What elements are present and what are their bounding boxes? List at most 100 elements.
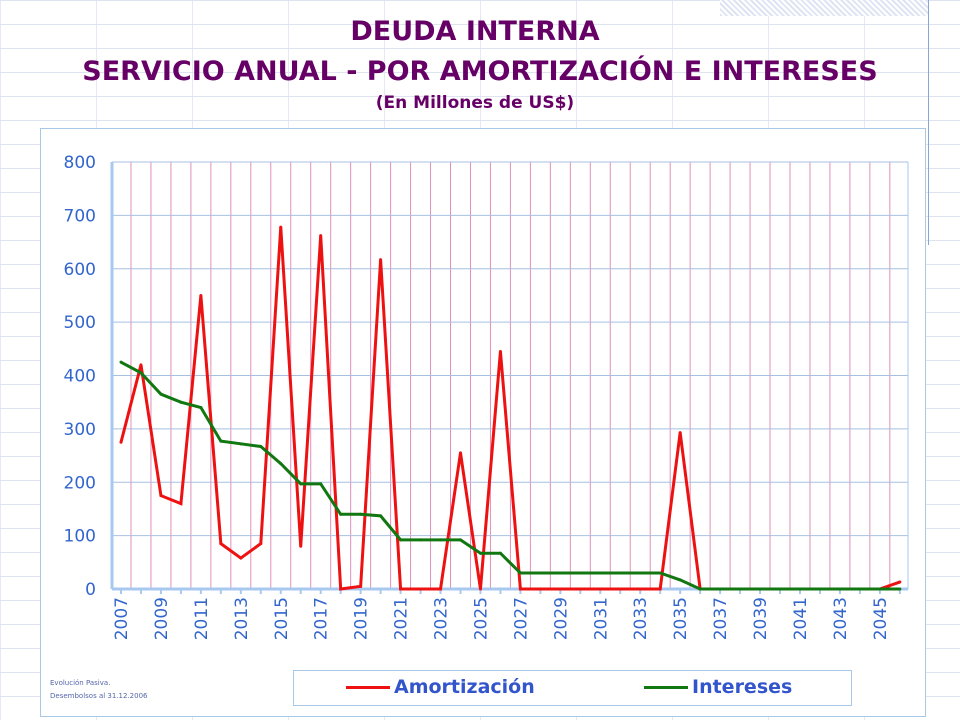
x-tick-label: 2009 xyxy=(152,597,172,640)
data-point xyxy=(159,494,163,498)
decor-hatch xyxy=(720,0,928,16)
footnote: Evolución Pasiva. Desembolsos al 31.12.20… xyxy=(50,677,147,703)
legend-item-intereses: Intereses xyxy=(644,676,792,698)
data-point xyxy=(179,400,183,404)
data-point xyxy=(159,392,163,396)
data-point xyxy=(299,544,303,548)
data-point xyxy=(458,538,462,542)
data-point xyxy=(199,293,203,297)
y-tick-label: 600 xyxy=(64,260,96,280)
data-point xyxy=(478,551,482,555)
data-point xyxy=(838,587,842,591)
x-tick-label: 2025 xyxy=(471,597,491,640)
data-point xyxy=(259,444,263,448)
chart-title: DEUDA INTERNA xyxy=(350,16,600,47)
data-point xyxy=(498,551,502,555)
x-tick-label: 2019 xyxy=(352,597,372,640)
data-point xyxy=(578,587,582,591)
footnote-line1: Evolución Pasiva. xyxy=(50,679,111,687)
x-tick-label: 2041 xyxy=(791,597,811,640)
x-tick-label: 2023 xyxy=(432,597,452,640)
data-point xyxy=(598,571,602,575)
data-point xyxy=(658,587,662,591)
data-point xyxy=(139,363,143,367)
data-point xyxy=(339,512,343,516)
x-tick-label: 2039 xyxy=(751,597,771,640)
data-point xyxy=(279,462,283,466)
data-point xyxy=(578,571,582,575)
data-point xyxy=(738,587,742,591)
data-point xyxy=(878,587,882,591)
chart-subtitle: SERVICIO ANUAL - POR AMORTIZACIÓN E INTE… xyxy=(82,56,878,87)
y-tick-label: 400 xyxy=(64,367,96,387)
legend-label: Amortización xyxy=(394,676,535,698)
unit-note: (En Millones de US$) xyxy=(375,93,575,113)
data-point xyxy=(379,258,383,262)
data-point xyxy=(538,571,542,575)
data-point xyxy=(638,571,642,575)
data-point xyxy=(558,571,562,575)
data-point xyxy=(538,587,542,591)
x-tick-label: 2015 xyxy=(272,597,292,640)
data-point xyxy=(898,587,902,591)
data-point xyxy=(239,556,243,560)
data-point xyxy=(518,587,522,591)
y-tick-label: 100 xyxy=(64,527,96,547)
data-point xyxy=(598,587,602,591)
data-point xyxy=(359,512,363,516)
legend-label: Intereses xyxy=(692,676,793,698)
series-line-intereses xyxy=(120,360,900,591)
legend-item-amortizacion: Amortización xyxy=(346,676,535,698)
y-tick-label: 0 xyxy=(85,580,96,600)
data-point xyxy=(518,571,522,575)
data-point xyxy=(858,587,862,591)
data-point xyxy=(319,234,323,238)
data-point xyxy=(558,587,562,591)
data-point xyxy=(119,440,123,444)
x-tick-label: 2043 xyxy=(831,597,851,640)
data-point xyxy=(618,571,622,575)
legend-swatch xyxy=(346,685,390,689)
data-point xyxy=(458,451,462,455)
data-point xyxy=(658,571,662,575)
x-tick-label: 2017 xyxy=(312,597,332,640)
data-point xyxy=(419,538,423,542)
y-tick-label: 300 xyxy=(64,420,96,440)
data-point xyxy=(758,587,762,591)
data-point xyxy=(399,538,403,542)
y-tick-label: 700 xyxy=(64,206,96,226)
data-point xyxy=(319,482,323,486)
data-point xyxy=(279,225,283,229)
x-tick-label: 2013 xyxy=(232,597,252,640)
data-point xyxy=(698,587,702,591)
data-point xyxy=(718,587,722,591)
x-tick-label: 2011 xyxy=(192,597,212,640)
data-point xyxy=(638,587,642,591)
data-point xyxy=(439,538,443,542)
x-tick-label: 2031 xyxy=(591,597,611,640)
data-point xyxy=(478,587,482,591)
y-tick-label: 200 xyxy=(64,473,96,493)
data-point xyxy=(219,542,223,546)
x-tick-label: 2021 xyxy=(392,597,412,640)
data-point xyxy=(678,431,682,435)
x-tick-label: 2035 xyxy=(671,597,691,640)
data-point xyxy=(379,514,383,518)
data-point xyxy=(618,587,622,591)
data-point xyxy=(359,584,363,588)
data-point xyxy=(798,587,802,591)
legend: Amortización Intereses xyxy=(293,670,852,706)
data-point xyxy=(199,406,203,410)
y-tick-label: 800 xyxy=(64,153,96,173)
data-point xyxy=(119,360,123,364)
data-point xyxy=(259,542,263,546)
data-point xyxy=(219,439,223,443)
data-point xyxy=(898,580,902,584)
data-point xyxy=(339,587,343,591)
x-tick-label: 2007 xyxy=(112,597,132,640)
data-point xyxy=(239,442,243,446)
data-point xyxy=(818,587,822,591)
x-tick-label: 2027 xyxy=(511,597,531,640)
x-tick-label: 2029 xyxy=(551,597,571,640)
